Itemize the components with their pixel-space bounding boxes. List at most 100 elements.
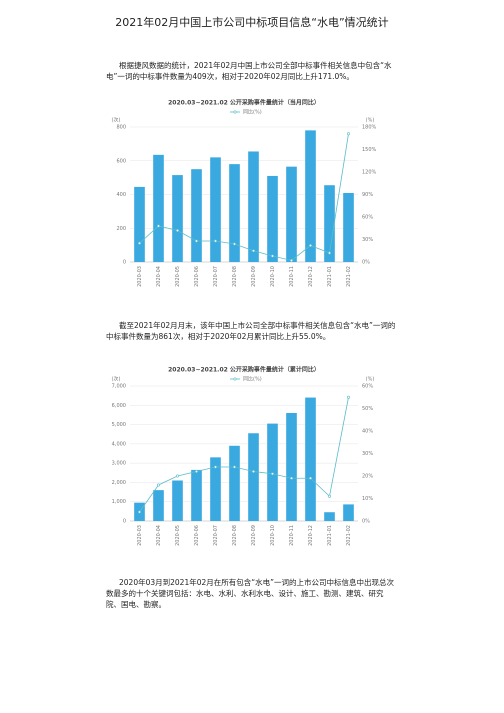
bar (305, 397, 316, 521)
bar (210, 157, 221, 262)
chart-title: 2020.03~2021.02 公开采购事件量统计（累计同比） (168, 366, 320, 374)
y2-tick-label: 20% (362, 474, 373, 480)
line (139, 397, 349, 513)
y-tick-label: 600 (116, 158, 126, 164)
x-tick-label: 2020-11 (289, 525, 295, 546)
y2-tick-label: 30% (362, 451, 373, 457)
x-tick-label: 2020-12 (308, 525, 314, 546)
line-marker (156, 483, 160, 487)
doc-title: 2021年02月中国上市公司中标项目信息“水电”情况统计 (115, 16, 389, 29)
paragraph: 截至2021年02月月末，该年中国上市公司全部中标事件相关信息包含“水电”一词的… (106, 321, 396, 341)
bar (343, 504, 354, 521)
x-tick-label: 2020-11 (289, 266, 295, 287)
chart: 2020.03~2021.02 公开采购事件量统计（累计同比） (次) (%) 0 1,… (112, 366, 375, 546)
y-tick-label: 7,000 (112, 384, 126, 390)
x-tick-label: 2021-02 (346, 525, 352, 546)
line-marker (252, 249, 256, 253)
legend-marker (233, 377, 237, 381)
legend-marker (233, 110, 237, 114)
legend-label: 同比(%) (243, 376, 262, 383)
line-marker (309, 476, 313, 480)
y-tick-label: 200 (116, 226, 126, 232)
y-tick-label: 3,000 (112, 461, 126, 467)
x-tick-label: 2020-08 (232, 266, 238, 287)
line-marker (347, 132, 351, 136)
x-tick-label: 2020-05 (175, 525, 181, 546)
bar (286, 413, 297, 521)
bar (153, 154, 164, 262)
line-marker (328, 494, 332, 498)
line-marker (195, 470, 199, 474)
bar (229, 164, 240, 262)
chart-title: 2020.03~2021.02 公开采购事件量统计（当月同比） (168, 99, 320, 107)
y2-tick-label: 40% (362, 429, 373, 435)
chart: 2020.03~2021.02 公开采购事件量统计（当月同比） (次) (%) 0 20… (112, 99, 377, 287)
bar (191, 169, 202, 262)
x-tick-label: 2020-09 (251, 266, 257, 287)
bar (191, 469, 202, 521)
x-tick-label: 2020-10 (270, 525, 276, 546)
bar (248, 433, 259, 521)
y-tick-label: 2,000 (112, 480, 126, 486)
bar (324, 185, 335, 262)
bar (210, 457, 221, 521)
x-tick-label: 2020-06 (194, 525, 200, 546)
y-tick-label: 1,000 (112, 499, 126, 505)
line (139, 133, 349, 261)
bar (134, 186, 145, 262)
x-tick-label: 2020-10 (270, 266, 276, 287)
y-tick-label: 4,000 (112, 441, 126, 447)
bar (324, 512, 335, 521)
line-marker (233, 242, 237, 246)
x-tick-label: 2020-12 (308, 266, 314, 287)
x-tick-label: 2020-03 (137, 266, 143, 287)
line-marker (137, 510, 141, 514)
y2-tick-label: 90% (362, 192, 373, 198)
line-marker (176, 474, 180, 478)
y-tick-label: 0 (123, 260, 126, 266)
y2-tick-label: 150% (362, 147, 377, 153)
axis-unit: (次) (112, 376, 121, 383)
y2-tick-label: 0% (362, 519, 370, 525)
x-tick-label: 2020-07 (213, 266, 219, 287)
y-tick-label: 400 (116, 192, 126, 198)
bar (305, 130, 316, 262)
line-marker (137, 241, 141, 245)
y-tick-label: 800 (116, 125, 126, 131)
x-tick-label: 2020-04 (156, 266, 162, 287)
y2-tick-label: 10% (362, 496, 373, 502)
line-marker (252, 470, 256, 474)
axis-unit: (%) (366, 377, 375, 383)
y-tick-label: 0 (123, 519, 126, 525)
axis-unit: (次) (112, 117, 121, 124)
x-tick-label: 2020-09 (251, 525, 257, 546)
bar (172, 480, 183, 521)
legend-label: 同比(%) (243, 109, 262, 116)
line-marker (271, 472, 275, 476)
y-tick-label: 6,000 (112, 403, 126, 409)
bar (343, 192, 354, 262)
y2-tick-label: 0% (362, 260, 370, 266)
x-tick-label: 2021-01 (327, 525, 333, 546)
x-tick-label: 2020-05 (175, 266, 181, 287)
line-marker (347, 395, 351, 399)
line-marker (233, 465, 237, 469)
bar (248, 151, 259, 262)
y2-tick-label: 60% (362, 215, 373, 221)
y2-tick-label: 180% (362, 125, 377, 131)
x-tick-label: 2020-07 (213, 525, 219, 546)
line-marker (271, 254, 275, 258)
y2-tick-label: 30% (362, 237, 373, 243)
x-tick-label: 2020-06 (194, 266, 200, 287)
bar (267, 175, 278, 262)
x-tick-label: 2021-02 (346, 266, 352, 287)
y2-tick-label: 60% (362, 384, 373, 390)
y2-tick-label: 50% (362, 406, 373, 412)
bar (172, 175, 183, 262)
line-marker (195, 239, 199, 243)
line-marker (328, 251, 332, 255)
line-marker (290, 259, 294, 263)
bar (229, 445, 240, 521)
line-marker (176, 229, 180, 233)
bar (286, 166, 297, 262)
